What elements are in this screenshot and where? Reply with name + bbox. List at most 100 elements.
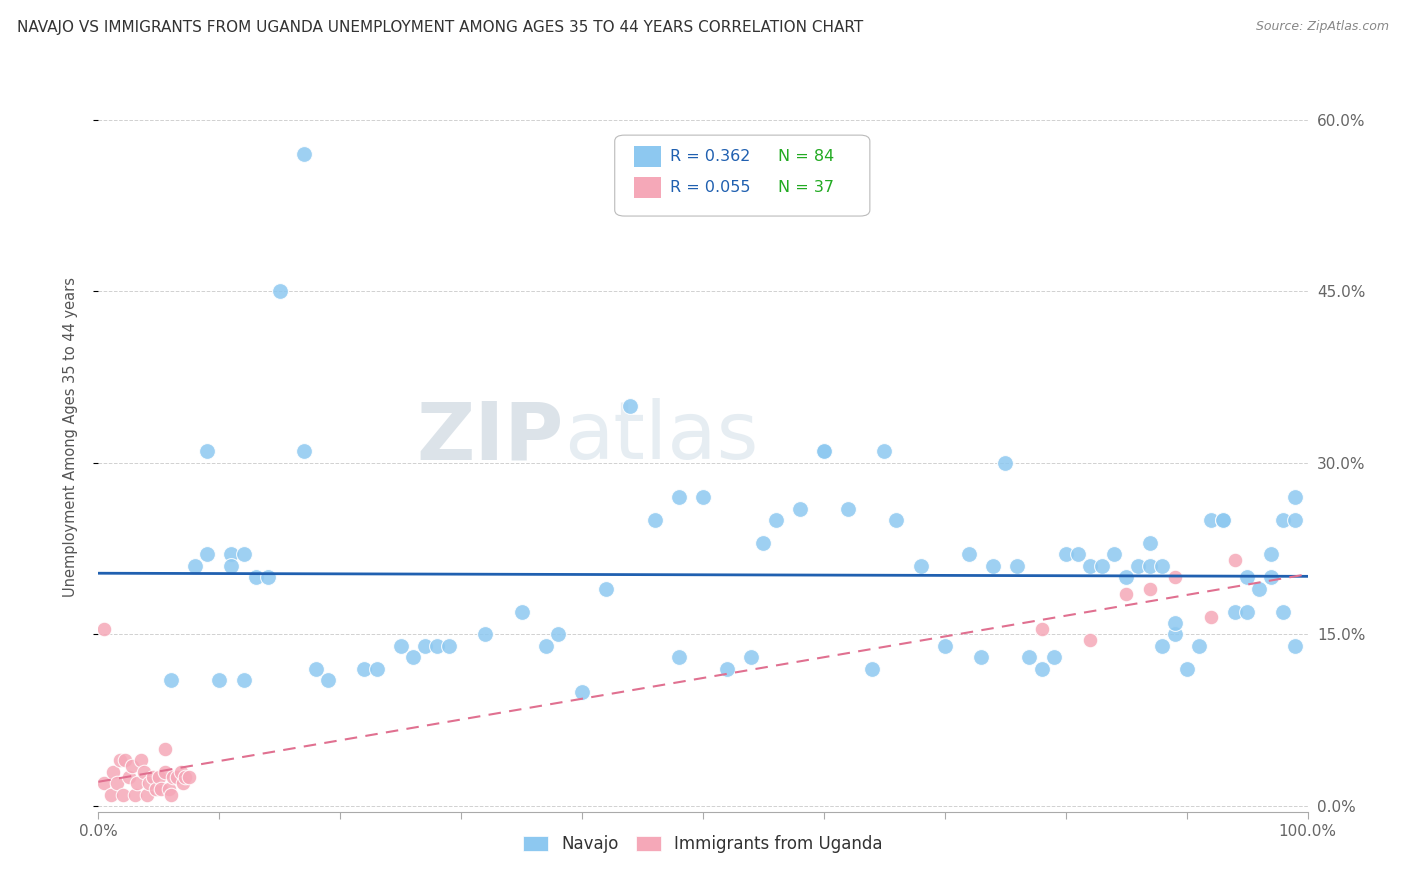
Point — [813, 444, 835, 458]
Point — [619, 399, 641, 413]
Point — [860, 662, 883, 676]
Point — [101, 764, 124, 779]
Point — [93, 622, 115, 636]
Point — [366, 662, 388, 676]
Point — [886, 513, 908, 527]
Point — [1236, 605, 1258, 619]
Point — [957, 547, 980, 561]
Point — [752, 536, 775, 550]
Text: N = 84: N = 84 — [778, 149, 834, 163]
Legend: Navajo, Immigrants from Uganda: Navajo, Immigrants from Uganda — [517, 829, 889, 860]
Point — [716, 662, 738, 676]
Point — [105, 776, 128, 790]
Point — [571, 684, 593, 698]
Point — [162, 771, 184, 785]
Point — [692, 490, 714, 504]
Point — [245, 570, 267, 584]
Point — [160, 788, 183, 802]
Point — [169, 764, 191, 779]
Point — [1042, 650, 1064, 665]
Point — [148, 771, 170, 785]
Point — [184, 558, 207, 573]
Point — [166, 771, 188, 785]
Point — [292, 444, 315, 458]
Point — [1139, 558, 1161, 573]
Point — [1188, 639, 1211, 653]
Point — [118, 771, 141, 785]
Point — [174, 771, 197, 785]
Point — [221, 547, 243, 561]
Point — [1272, 605, 1295, 619]
Text: atlas: atlas — [564, 398, 758, 476]
Point — [1163, 627, 1185, 641]
Point — [1163, 615, 1185, 630]
Point — [157, 781, 180, 796]
Point — [305, 662, 328, 676]
Point — [1091, 558, 1114, 573]
Point — [994, 456, 1017, 470]
Point — [100, 788, 122, 802]
Point — [644, 513, 666, 527]
Point — [1223, 553, 1246, 567]
Point — [232, 673, 254, 688]
Point — [474, 627, 496, 641]
Point — [1115, 570, 1137, 584]
Point — [765, 513, 787, 527]
Point — [1054, 547, 1077, 561]
Point — [1199, 513, 1222, 527]
Text: Source: ZipAtlas.com: Source: ZipAtlas.com — [1256, 20, 1389, 33]
Point — [1018, 650, 1040, 665]
Point — [1007, 558, 1029, 573]
Point — [1031, 622, 1053, 636]
Point — [426, 639, 449, 653]
Point — [873, 444, 896, 458]
Point — [934, 639, 956, 653]
Point — [1152, 639, 1174, 653]
Point — [910, 558, 932, 573]
Point — [179, 771, 201, 785]
Point — [981, 558, 1004, 573]
Point — [93, 776, 115, 790]
Point — [1212, 513, 1234, 527]
Point — [172, 776, 194, 790]
Point — [1272, 513, 1295, 527]
Point — [1078, 558, 1101, 573]
Point — [150, 781, 173, 796]
Point — [389, 639, 412, 653]
Point — [1139, 582, 1161, 596]
Point — [195, 547, 218, 561]
Point — [1260, 570, 1282, 584]
Text: R = 0.055: R = 0.055 — [671, 180, 751, 195]
Point — [1139, 536, 1161, 550]
Point — [256, 570, 278, 584]
Point — [269, 284, 291, 298]
Point — [221, 558, 243, 573]
Point — [111, 788, 134, 802]
Point — [138, 776, 160, 790]
Point — [402, 650, 425, 665]
Point — [668, 490, 690, 504]
Point — [1284, 639, 1306, 653]
Point — [142, 771, 165, 785]
Point — [813, 444, 835, 458]
Point — [1115, 587, 1137, 601]
Point — [547, 627, 569, 641]
Point — [1152, 558, 1174, 573]
Point — [595, 582, 617, 596]
Point — [1249, 582, 1271, 596]
Text: N = 37: N = 37 — [778, 180, 834, 195]
Point — [127, 776, 149, 790]
Point — [1078, 633, 1101, 648]
Point — [1128, 558, 1150, 573]
Point — [740, 650, 762, 665]
Point — [129, 753, 152, 767]
Point — [437, 639, 460, 653]
Point — [134, 764, 156, 779]
Point — [121, 759, 143, 773]
Point — [510, 605, 533, 619]
FancyBboxPatch shape — [634, 178, 661, 198]
Point — [208, 673, 231, 688]
Point — [145, 781, 167, 796]
Text: NAVAJO VS IMMIGRANTS FROM UGANDA UNEMPLOYMENT AMONG AGES 35 TO 44 YEARS CORRELAT: NAVAJO VS IMMIGRANTS FROM UGANDA UNEMPLO… — [17, 20, 863, 35]
Point — [1102, 547, 1125, 561]
